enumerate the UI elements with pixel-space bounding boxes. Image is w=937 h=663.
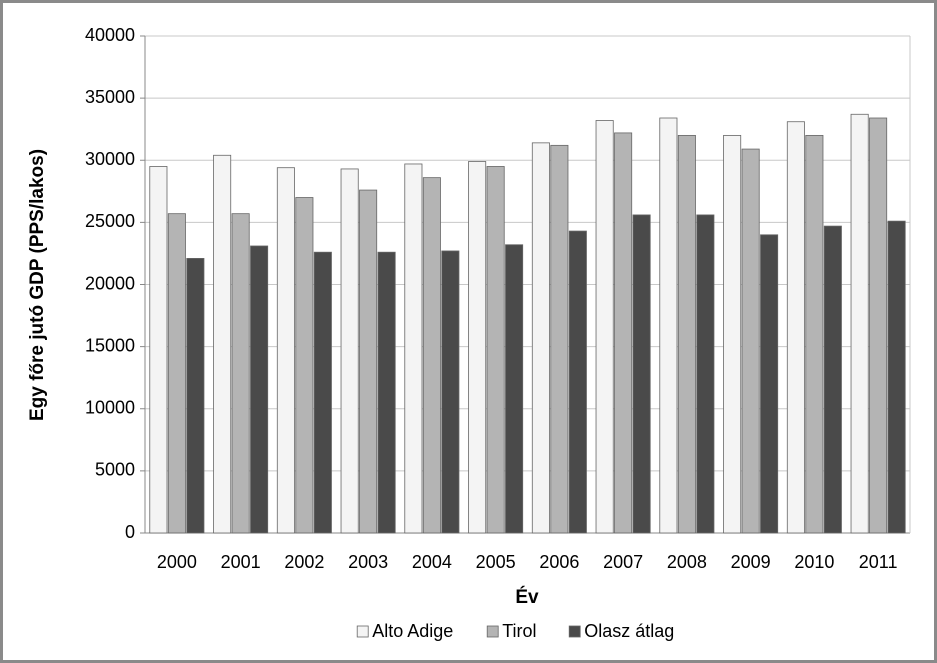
bar <box>313 251 332 534</box>
bar <box>276 167 295 534</box>
bar <box>805 134 824 534</box>
y-tick-label: 10000 <box>85 398 135 418</box>
bar <box>486 166 505 534</box>
bar <box>404 163 423 534</box>
y-tick-label: 5000 <box>95 460 135 480</box>
bar <box>696 214 715 534</box>
y-tick-label: 0 <box>125 522 135 542</box>
x-tick-label: 2005 <box>476 552 516 572</box>
bar <box>632 214 651 534</box>
bar <box>887 220 906 534</box>
bar <box>786 121 805 534</box>
y-axis-title: Egy főre jutó GDP (PPS/lakos) <box>27 149 48 421</box>
bar <box>850 113 869 534</box>
y-tick-label: 25000 <box>85 211 135 231</box>
bar <box>295 197 314 534</box>
bar <box>723 134 742 534</box>
bar <box>359 189 378 534</box>
y-tick-label: 20000 <box>85 273 135 293</box>
y-tick-label: 40000 <box>85 25 135 45</box>
bar <box>468 161 487 534</box>
x-tick-label: 2004 <box>412 552 452 572</box>
bar <box>505 244 524 534</box>
y-tick-label: 30000 <box>85 149 135 169</box>
bar <box>441 250 460 534</box>
bar <box>677 134 696 534</box>
x-tick-label: 2006 <box>539 552 579 572</box>
x-tick-label: 2009 <box>731 552 771 572</box>
bar <box>869 117 888 534</box>
bar <box>422 177 441 534</box>
x-tick-label: 2008 <box>667 552 707 572</box>
x-tick-label: 2002 <box>284 552 324 572</box>
x-tick-label: 2001 <box>221 552 261 572</box>
legend-swatch <box>356 625 369 638</box>
bar <box>760 234 779 534</box>
legend-swatch <box>486 625 499 638</box>
bar <box>595 120 614 534</box>
bar <box>823 225 842 534</box>
legend-label: Alto Adige <box>372 621 453 641</box>
legend-label: Tirol <box>502 621 536 641</box>
x-axis-title: Év <box>515 586 539 608</box>
x-tick-label: 2003 <box>348 552 388 572</box>
x-tick-label: 2007 <box>603 552 643 572</box>
bar <box>741 148 760 534</box>
legend-swatch <box>568 625 581 638</box>
y-tick-label: 35000 <box>85 87 135 107</box>
legend-label: Olasz átlag <box>584 621 674 641</box>
y-tick-label: 15000 <box>85 335 135 355</box>
x-tick-label: 2010 <box>794 552 834 572</box>
bar <box>550 144 569 534</box>
bar <box>149 166 168 534</box>
bar <box>213 154 232 534</box>
bar <box>167 213 186 534</box>
bar <box>531 142 550 534</box>
bar <box>614 132 633 534</box>
bar <box>186 258 205 534</box>
bar <box>250 245 269 534</box>
bar <box>659 117 678 534</box>
x-tick-label: 2011 <box>859 552 898 572</box>
bar <box>231 213 250 534</box>
bar <box>568 230 587 534</box>
x-tick-label: 2000 <box>157 552 197 572</box>
bar <box>377 251 396 534</box>
bar <box>340 168 359 534</box>
